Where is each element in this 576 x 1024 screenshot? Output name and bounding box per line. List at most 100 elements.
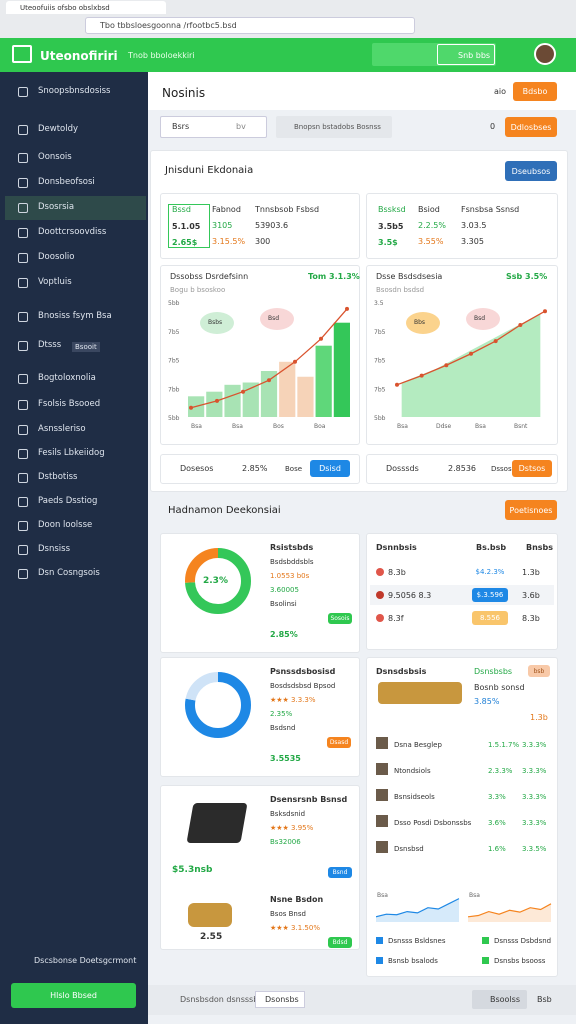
nav-item[interactable]: Doon loolsse <box>38 520 93 530</box>
nav-item[interactable]: Oonsois <box>38 152 72 162</box>
nav-icon <box>18 400 28 410</box>
topbar <box>148 72 576 110</box>
legend-swatch <box>376 937 383 944</box>
list-cell: Bsnsidseols <box>394 793 435 801</box>
x-axis-label: Boa <box>314 423 326 430</box>
stat-col: Tnnsbsob Fsbsd <box>255 205 320 214</box>
nav-item[interactable]: Paeds Dsstiog <box>38 496 98 506</box>
nav-item[interactable]: Doottcrsoovdiss <box>38 227 107 237</box>
sidebar-pill: Bsooit <box>72 342 100 352</box>
bubble-label: Bbs <box>414 319 426 326</box>
section-title: Jnisduni Ekdonaia <box>165 165 254 176</box>
card-foot: 2.85% <box>270 630 298 639</box>
nav-item[interactable]: Snoopsbnsdosiss <box>38 86 111 96</box>
nav-item[interactable]: Dsnsiss <box>38 544 71 554</box>
area <box>401 313 541 417</box>
topbar-button[interactable]: Bdsbo <box>513 82 557 101</box>
search-box[interactable] <box>437 44 495 65</box>
nav-item[interactable]: Doosolio <box>38 252 75 262</box>
bottom-select-text: Dsonsbs <box>265 995 299 1004</box>
bubble <box>200 312 234 334</box>
table-cell: 1.3b <box>522 568 540 577</box>
stat-value: 3.5$ <box>378 238 398 247</box>
stat-value: 2.65$ <box>172 238 198 247</box>
card-line: ★★★ 3.1.50% <box>270 924 320 932</box>
chart-svg: 5bb 7b5 7b5 7bb 5bb Bsa Bsa Bos Boa <box>168 300 350 430</box>
chart-svg <box>185 548 251 614</box>
bottom-button[interactable] <box>472 990 527 1009</box>
x-axis-label: Bsa <box>191 423 202 430</box>
donut-segment <box>185 548 251 614</box>
trend-point <box>493 339 498 344</box>
chart-subtitle: Bsosdn bsdsd <box>376 286 425 294</box>
card-title: Rsistsbds <box>270 543 314 552</box>
card-title: Dsensrsnb Bsnsd <box>270 795 348 804</box>
nav-icon <box>18 153 28 163</box>
nav-icon <box>18 545 28 555</box>
table-cell: $4.2.3% <box>475 568 505 576</box>
row-thumb <box>376 789 388 801</box>
tab[interactable] <box>6 1 166 14</box>
nav-item[interactable]: Dsn Cosngsois <box>38 568 100 578</box>
footer-button[interactable]: Dsisd <box>310 460 350 477</box>
nav-item[interactable]: Bogtoloxnolia <box>38 373 96 383</box>
nav-item[interactable]: Dstbotiss <box>38 472 78 482</box>
sidebar-footer[interactable]: Dscsbonse Doetsgcrmont <box>34 956 137 965</box>
nav-item[interactable]: Voptluis <box>38 277 72 287</box>
nav-item[interactable]: Dtsss <box>38 340 62 350</box>
card-pill[interactable]: Bdsd <box>328 937 352 948</box>
nav-item[interactable]: Asnssleriso <box>38 424 86 434</box>
nav-item[interactable]: Dsosrsia <box>38 202 75 212</box>
nav-item[interactable]: Donsbeofsosi <box>38 177 95 187</box>
stat-col: Bsiod <box>418 205 440 214</box>
search-input[interactable] <box>160 116 267 138</box>
list-title: Dsnsdsbsis <box>376 667 427 676</box>
search-area <box>372 43 496 66</box>
card-line: Bsdsnd <box>270 724 296 732</box>
y-axis-label: 7b5 <box>168 358 180 365</box>
list-cell: 1.5.1.7% <box>488 741 520 749</box>
nav-item[interactable]: Bnosiss fsym Bsa <box>38 311 112 321</box>
active-item <box>5 196 146 220</box>
bottom-select[interactable] <box>255 991 305 1008</box>
nav-item[interactable]: Fesils Lbkeiidog <box>38 448 105 458</box>
card-label: $5.3nsb <box>172 865 213 875</box>
table-cell: 8.556 <box>472 611 508 625</box>
list-cell: 3.3.3% <box>522 767 547 775</box>
row-thumb <box>376 737 388 749</box>
y-axis-label: 3.5 <box>374 300 384 307</box>
list-summary: 1.3b <box>530 713 548 722</box>
avatar[interactable] <box>534 43 556 65</box>
sidebar-button[interactable]: Hlslo Bbsed <box>11 983 136 1008</box>
stat-value: 5.1.05 <box>172 222 201 231</box>
nav-icon <box>18 125 28 135</box>
topbar-button-2[interactable]: Ddlosbses <box>505 117 557 137</box>
y-axis-label: 7b5 <box>374 329 386 336</box>
chart-svg: Bsa <box>376 892 460 922</box>
nav-icon <box>18 312 28 322</box>
page-title: Nosinis <box>162 86 206 100</box>
list-pill[interactable]: bsb <box>528 665 550 677</box>
brand[interactable]: Uteonofiriri <box>40 49 118 63</box>
card-pill[interactable]: Sosois <box>328 613 352 624</box>
x-axis-label: Bsa <box>475 423 486 430</box>
x-axis-label: Bos <box>273 423 284 430</box>
trend-point <box>345 306 349 311</box>
select[interactable] <box>276 116 392 138</box>
card-line: Bsolinsi <box>270 600 297 608</box>
footer-button[interactable]: Dstsos <box>512 460 552 477</box>
row-dot <box>376 591 384 599</box>
topbar-aux: aio <box>494 87 507 96</box>
nav-item[interactable]: Fsolsis Bsooed <box>38 399 101 409</box>
legend-swatch <box>376 957 383 964</box>
list-cell: 3.3% <box>488 793 506 801</box>
row-thumb <box>376 841 388 853</box>
spark-line <box>468 903 552 918</box>
card-pill[interactable]: Dsasd <box>327 737 351 748</box>
nav-item[interactable]: Dewtoldy <box>38 124 79 134</box>
address-bar[interactable] <box>85 17 415 34</box>
stat-col: Fsnsbsa Ssnsd <box>461 205 520 214</box>
card-pill[interactable]: Bsnd <box>328 867 352 878</box>
section-button[interactable]: Poetisnoes <box>505 500 557 520</box>
section-button[interactable]: Dseubsos <box>505 161 557 181</box>
